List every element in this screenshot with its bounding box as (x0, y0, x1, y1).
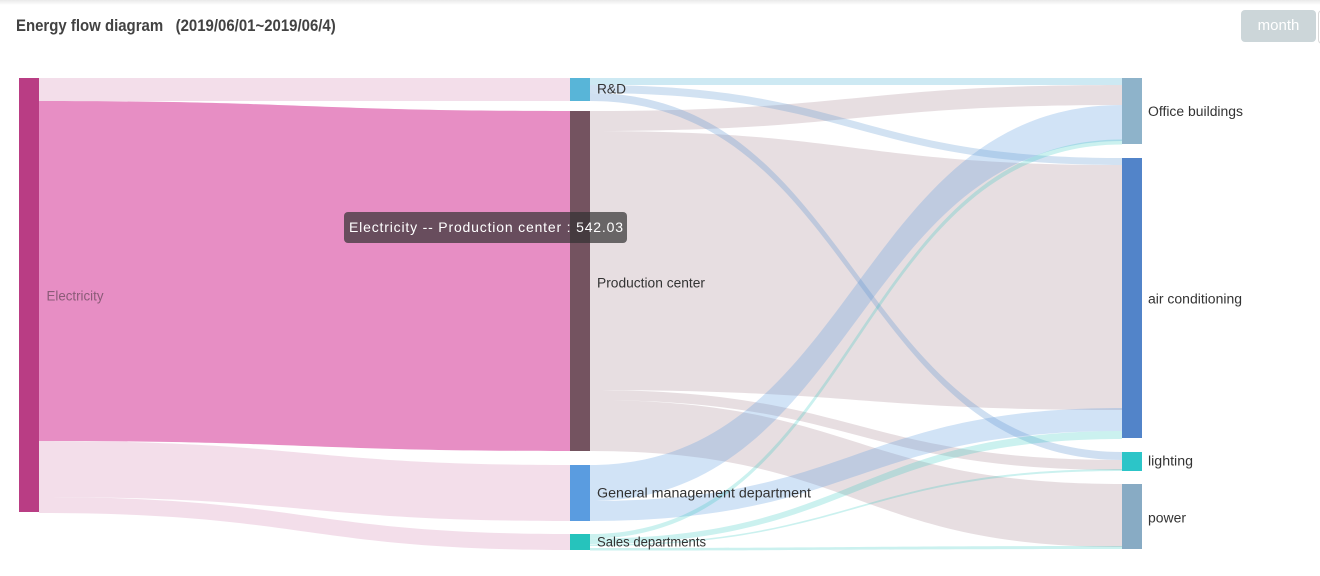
svg-text:Production center: Production center (597, 276, 706, 291)
svg-text:R&D: R&D (597, 82, 626, 97)
svg-text:lighting: lighting (1148, 454, 1193, 469)
svg-text:Sales departments: Sales departments (597, 535, 706, 550)
svg-text:Electricity: Electricity (47, 289, 104, 304)
svg-text:General management department: General management department (597, 486, 811, 501)
svg-text:power: power (1148, 511, 1187, 526)
svg-text:Office buildings: Office buildings (1148, 104, 1243, 119)
svg-text:air conditioning: air conditioning (1148, 292, 1242, 307)
